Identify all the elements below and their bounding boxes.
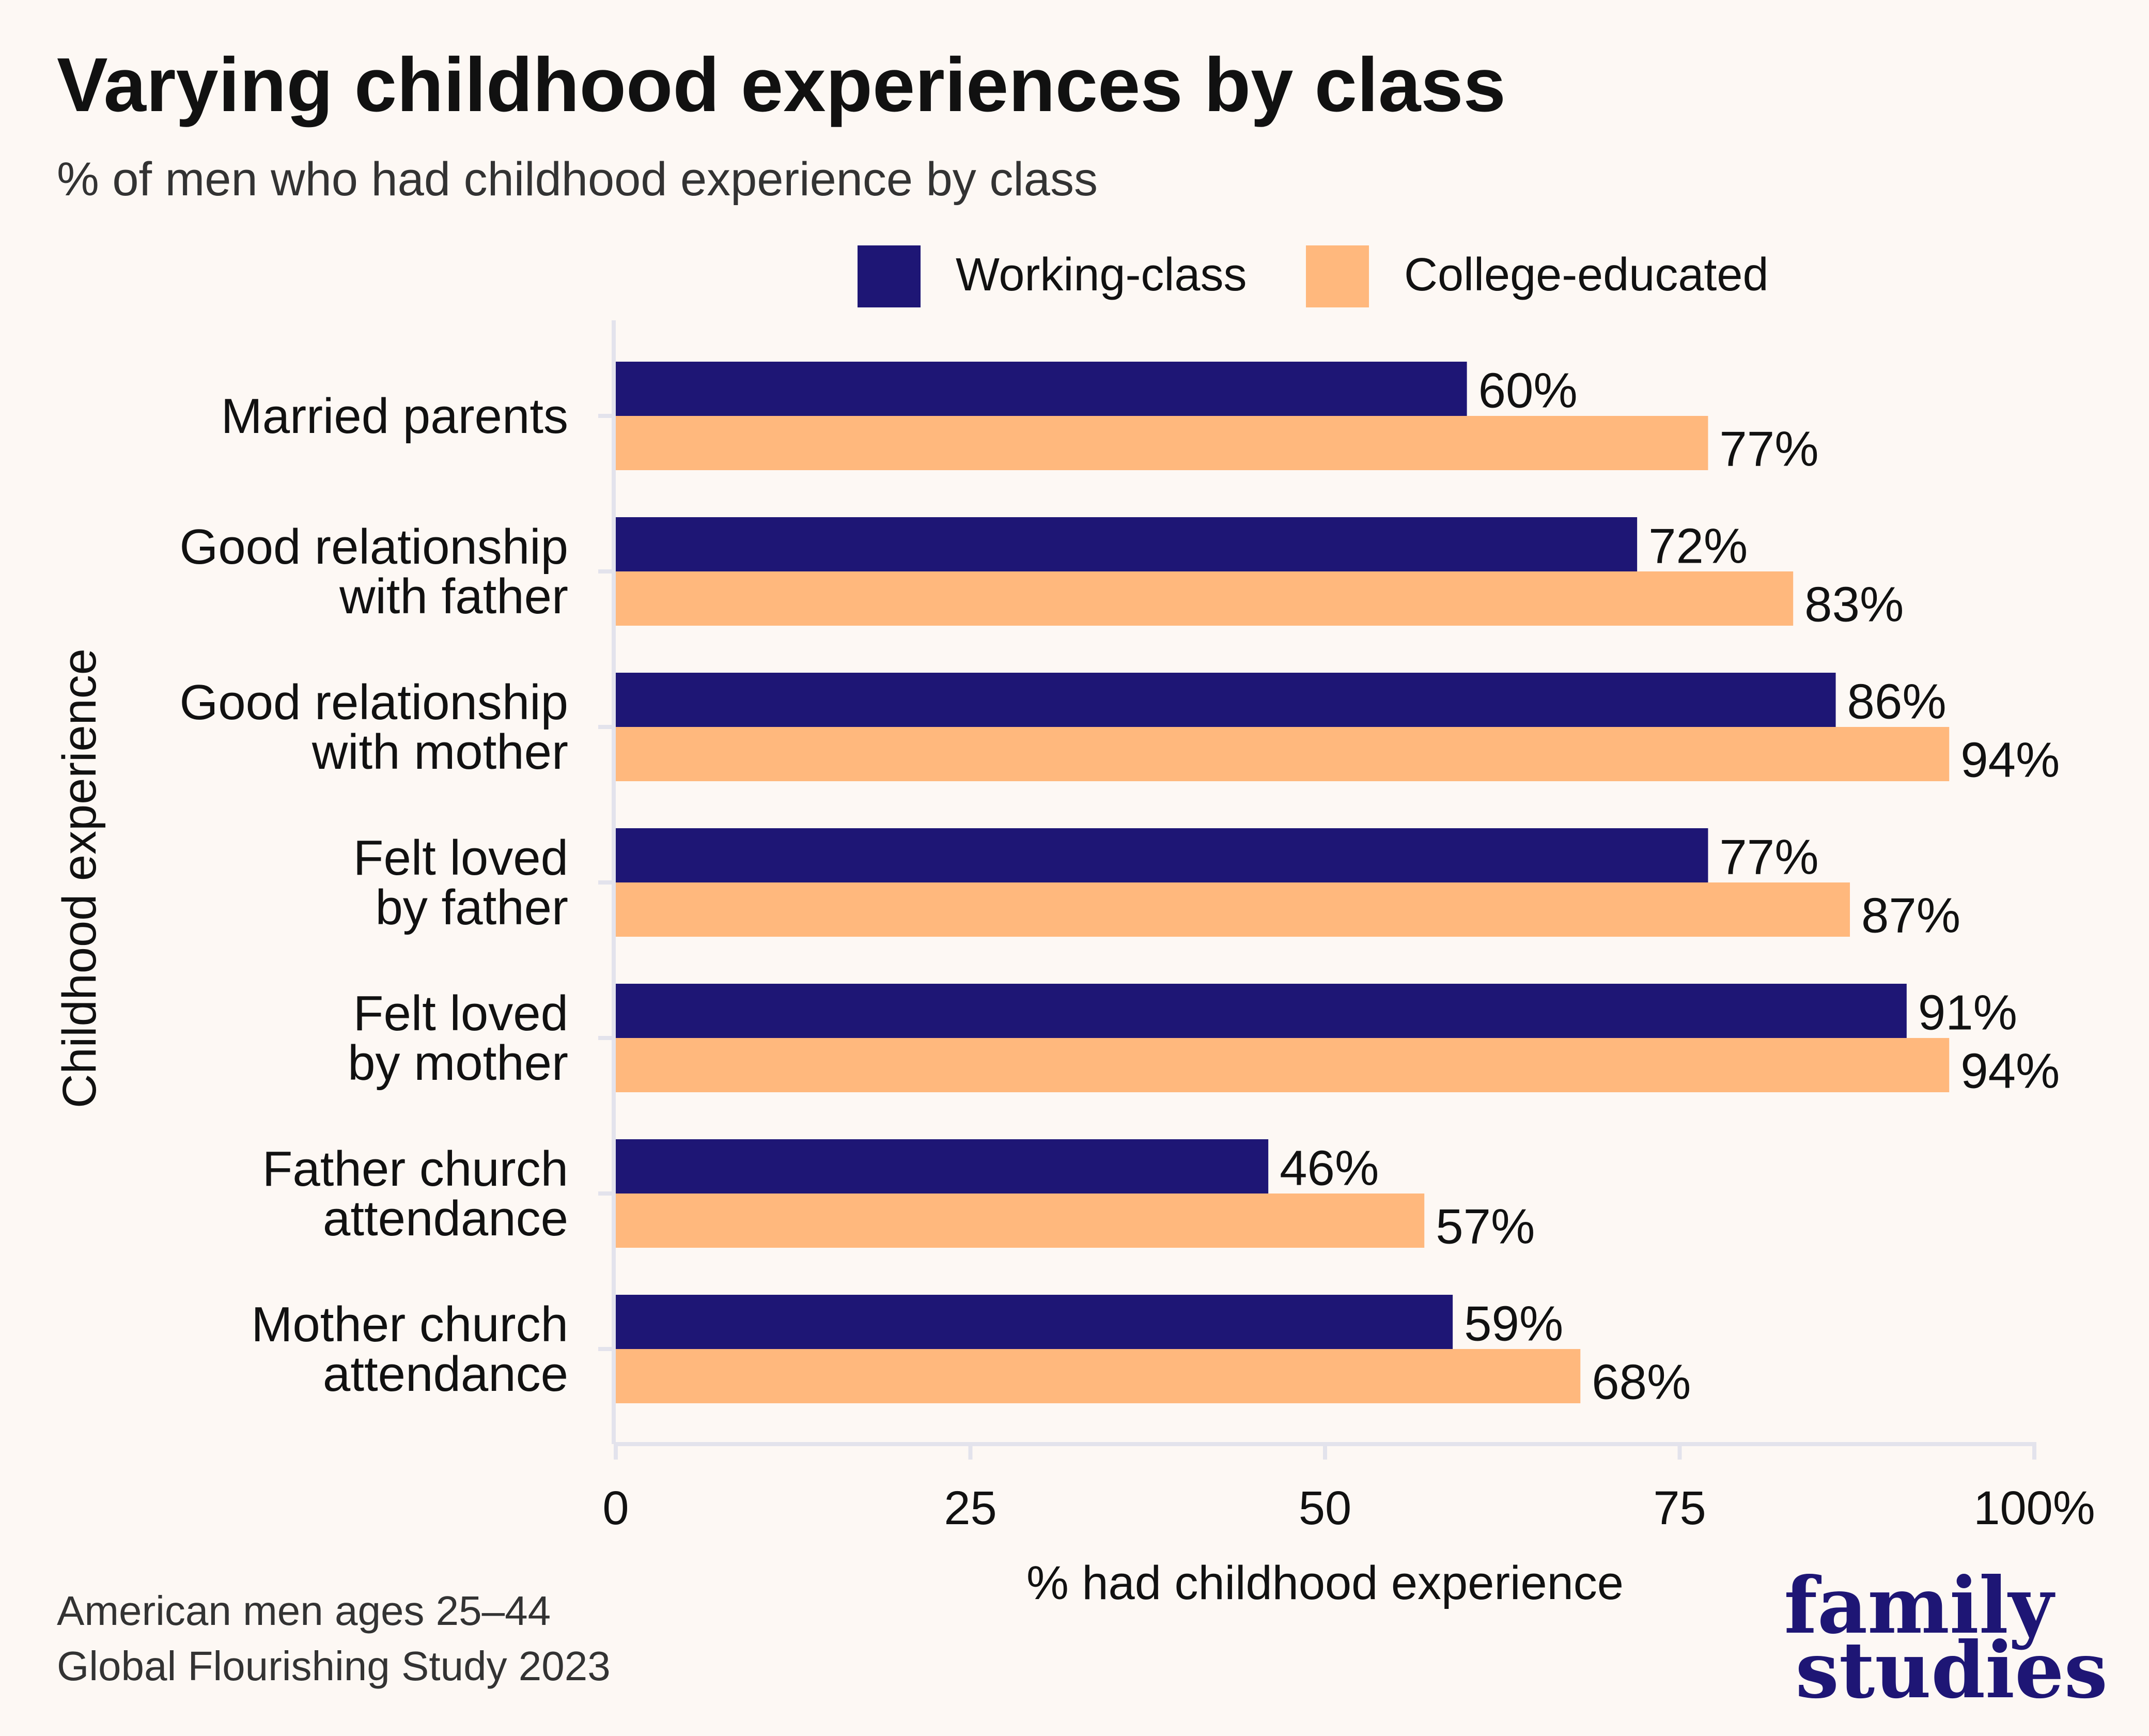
x-axis-title: % had childhood experience	[1026, 1557, 1624, 1609]
category-label: Father church attendance	[262, 1141, 568, 1246]
source-note-line-2: Global Flourishing Study 2023	[57, 1643, 611, 1689]
x-ticks: 0 25 50 75 100%	[602, 1444, 2095, 1535]
bar-value-label: 94%	[1960, 1044, 2060, 1099]
category-label-line: with father	[339, 569, 568, 624]
bars	[616, 362, 1950, 1403]
bar-value-label: 77%	[1719, 830, 1818, 885]
source-note: American men ages 25–44 Global Flourishi…	[57, 1588, 611, 1689]
category-label: Mother church attendance	[251, 1297, 568, 1402]
category-label-line: Mother church	[251, 1297, 568, 1352]
bar-college-educated	[616, 416, 1708, 470]
category-label-line: Father church	[262, 1141, 568, 1197]
bar-college-educated	[616, 1194, 1425, 1248]
bar-value-label: 72%	[1648, 519, 1748, 574]
chart-title: Varying childhood experiences by class	[57, 42, 1506, 128]
bar-working-class	[616, 828, 1708, 882]
bar-college-educated	[616, 1038, 1950, 1092]
x-tick-label: 50	[1299, 1482, 1351, 1535]
bar-working-class	[616, 1295, 1453, 1349]
y-axis-title: Childhood experience	[53, 648, 106, 1108]
family-studies-logo: family studies	[1784, 1560, 2108, 1716]
source-note-line-1: American men ages 25–44	[57, 1588, 551, 1634]
category-label: Good relationship with father	[180, 519, 568, 624]
bar-value-label: 83%	[1804, 577, 1904, 632]
bar-value-label: 59%	[1464, 1296, 1563, 1352]
bar-value-label: 94%	[1960, 733, 2060, 788]
bar-working-class	[616, 984, 1907, 1038]
category-label-line: Good relationship	[180, 675, 568, 730]
category-label: Felt loved by father	[353, 830, 568, 935]
category-label-line: with mother	[312, 724, 568, 780]
bar-working-class	[616, 673, 1836, 727]
legend: Working-class College-educated	[858, 245, 1769, 307]
category-label-line: Felt loved	[353, 986, 568, 1041]
bar-college-educated	[616, 1349, 1581, 1403]
legend-swatch-1	[858, 245, 921, 307]
bar-working-class	[616, 1139, 1269, 1194]
category-label: Married parents	[221, 389, 568, 444]
bar-value-label: 57%	[1436, 1199, 1535, 1254]
bar-value-label: 86%	[1847, 674, 1946, 730]
bar-value-label: 60%	[1478, 363, 1578, 419]
logo-line-2: studies	[1795, 1625, 2108, 1716]
category-label: Good relationship with mother	[180, 675, 568, 780]
bar-college-educated	[616, 571, 1794, 626]
category-label-line: by mother	[348, 1035, 568, 1091]
x-tick-label: 75	[1653, 1482, 1706, 1535]
category-label-line: attendance	[323, 1191, 568, 1246]
bar-working-class	[616, 362, 1467, 416]
bar-value-label: 46%	[1280, 1141, 1379, 1196]
category-label-line: Good relationship	[180, 519, 568, 575]
bar-labels: 60%77%72%83%86%94%77%87%91%94%46%57%59%6…	[1280, 363, 2060, 1410]
bar-college-educated	[616, 727, 1950, 781]
bar-working-class	[616, 517, 1638, 571]
category-label: Felt loved by mother	[348, 986, 568, 1091]
legend-label-1: Working-class	[956, 249, 1247, 301]
bar-value-label: 91%	[1918, 985, 2017, 1041]
x-tick-label: 0	[602, 1482, 629, 1535]
category-label-line: Married parents	[221, 389, 568, 444]
bar-college-educated	[616, 882, 1850, 937]
bar-value-label: 77%	[1719, 422, 1818, 477]
legend-label-2: College-educated	[1404, 249, 1769, 301]
logo-line-1: family	[1784, 1560, 2055, 1651]
category-label-line: attendance	[323, 1346, 568, 1402]
x-tick-label: 100%	[1973, 1482, 2095, 1535]
x-tick-label: 25	[944, 1482, 996, 1535]
chart-subtitle: % of men who had childhood experience by…	[57, 153, 1098, 206]
legend-swatch-2	[1306, 245, 1369, 307]
category-label-line: Felt loved	[353, 830, 568, 886]
category-label-line: by father	[375, 880, 568, 935]
bar-value-label: 87%	[1861, 888, 1960, 943]
bar-value-label: 68%	[1592, 1355, 1691, 1410]
